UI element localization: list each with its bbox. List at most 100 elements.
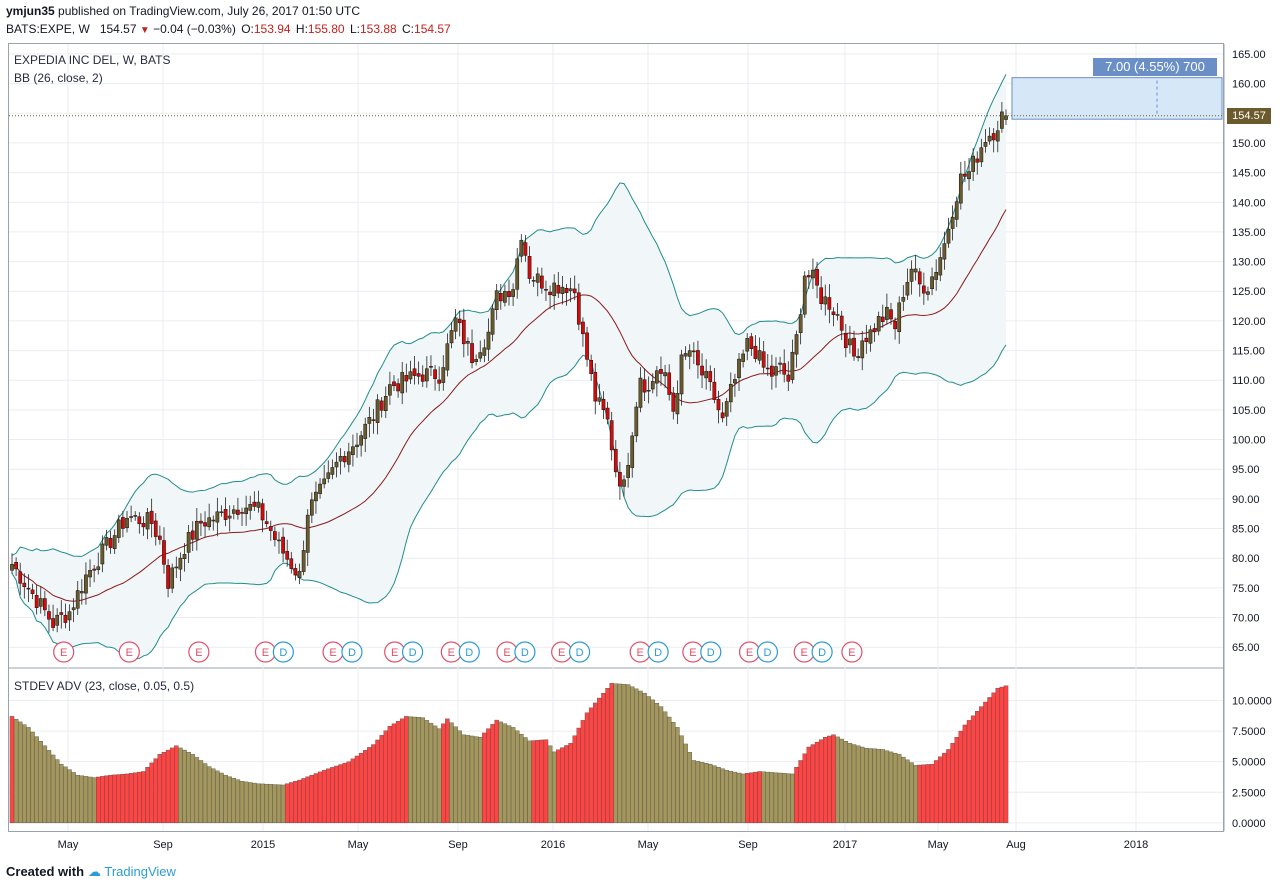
- stdev-bar: [198, 760, 204, 824]
- candle-body: [474, 359, 478, 362]
- candle-body: [843, 333, 848, 349]
- stdev-bar: [560, 747, 565, 824]
- candle-body: [170, 567, 175, 589]
- candle-body: [815, 269, 819, 286]
- candle-body: [363, 423, 368, 439]
- candle-body: [26, 587, 31, 590]
- stdev-bar: [642, 692, 647, 824]
- dividend-marker: [647, 641, 669, 663]
- candle-body: [913, 268, 918, 273]
- candle-body: [445, 343, 450, 371]
- stdev-bar: [412, 716, 417, 824]
- stdev-bar: [478, 737, 483, 824]
- candle-body: [190, 530, 195, 540]
- candle-body: [433, 369, 437, 380]
- stdev-bar: [999, 686, 1005, 824]
- stdev-bar: [383, 730, 389, 824]
- candle-body: [605, 407, 610, 420]
- stdev-bar: [580, 720, 586, 824]
- candle-body: [667, 372, 672, 395]
- stdev-bar: [120, 774, 126, 824]
- main-series-legend[interactable]: EXPEDIA INC DEL, W, BATS: [14, 53, 171, 67]
- time-tick-label: Aug: [1006, 839, 1026, 851]
- stdev-bar: [703, 763, 709, 824]
- stdev-bar: [87, 776, 93, 824]
- candle-body: [244, 507, 248, 515]
- candle-body: [885, 306, 889, 320]
- dividend-marker: [568, 641, 591, 663]
- last-price: 154.57: [99, 22, 137, 36]
- candle-body: [552, 282, 557, 297]
- stdev-bar: [621, 684, 627, 824]
- earnings-marker-label: E: [503, 647, 510, 659]
- candle-body: [531, 280, 536, 282]
- stdev-bar: [83, 776, 89, 824]
- stdev-bar: [925, 764, 931, 824]
- close-value: 154.57: [414, 22, 451, 36]
- candle-body: [704, 371, 709, 379]
- stdev-bar: [749, 772, 754, 824]
- earnings-marker-label: E: [558, 647, 565, 659]
- candle-body: [498, 293, 503, 302]
- candle-body: [482, 347, 487, 356]
- earnings-marker: [188, 641, 210, 663]
- stdev-bar: [309, 774, 315, 824]
- candle-body: [248, 504, 253, 511]
- candle-body: [675, 393, 680, 415]
- stdev-bar: [301, 778, 306, 824]
- stdev-bar: [597, 697, 602, 824]
- stdev-bar: [46, 750, 52, 824]
- stdev-bar: [461, 734, 467, 824]
- stdev-bar: [54, 759, 60, 824]
- stdev-bar: [823, 737, 828, 824]
- stdev-bar: [449, 722, 454, 824]
- stdev-bar: [112, 774, 117, 824]
- tradingview-logo[interactable]: ☁ TradingView: [88, 864, 176, 880]
- candle-body: [71, 607, 76, 611]
- stdev-legend[interactable]: STDEV ADV (23, close, 0.05, 0.5): [14, 679, 195, 693]
- stdev-bar: [59, 763, 64, 824]
- stdev-bar: [773, 772, 779, 824]
- candle-body: [515, 258, 520, 290]
- candle-body: [51, 618, 55, 628]
- stdev-bar: [321, 770, 327, 824]
- price-tick-label: 70.00: [1232, 613, 1260, 625]
- stdev-bar: [223, 774, 228, 824]
- stdev-bar: [38, 741, 43, 824]
- stdev-bar: [884, 750, 890, 824]
- stdev-bar: [662, 711, 668, 824]
- candle-body: [342, 456, 347, 463]
- stdev-bar: [523, 737, 528, 824]
- stdev-bar: [691, 760, 697, 824]
- stdev-bar: [408, 716, 413, 824]
- earnings-marker: [118, 641, 140, 663]
- candle-body: [194, 521, 199, 540]
- dividend-marker-label: D: [707, 647, 715, 659]
- price-tick-label: 160.00: [1232, 79, 1266, 91]
- candle-body: [987, 135, 992, 142]
- candle-body: [646, 389, 651, 392]
- stdev-bar: [416, 717, 421, 824]
- candle-body: [420, 374, 425, 382]
- candle-body: [926, 291, 930, 295]
- stdev-bar: [141, 771, 146, 824]
- candle-body: [691, 350, 696, 353]
- stdev-bar: [514, 730, 520, 824]
- candle-body: [798, 314, 803, 333]
- candle-body: [909, 268, 914, 282]
- candle-body: [59, 612, 64, 615]
- price-tick-label: 100.00: [1232, 435, 1266, 447]
- candle-body: [622, 479, 626, 487]
- stdev-bar: [34, 736, 39, 824]
- stdev-bar: [634, 688, 639, 824]
- stdev-bar: [942, 752, 947, 824]
- candle-body: [733, 379, 737, 384]
- candle-body: [597, 397, 602, 402]
- candle-body: [995, 130, 1000, 142]
- stdev-bar: [268, 784, 273, 824]
- stdev-bar: [91, 777, 97, 824]
- author-name[interactable]: ymjun35: [6, 4, 55, 18]
- candle-body: [938, 257, 943, 276]
- bb-legend[interactable]: BB (26, close, 2): [14, 71, 103, 85]
